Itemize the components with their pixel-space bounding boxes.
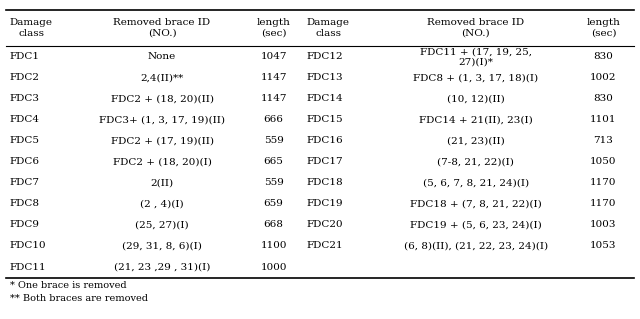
- Text: length
(sec): length (sec): [586, 18, 620, 38]
- Text: None: None: [148, 52, 176, 61]
- Text: (29, 31, 8, 6)(I): (29, 31, 8, 6)(I): [122, 241, 202, 250]
- Text: FDC2 + (18, 20)(II): FDC2 + (18, 20)(II): [111, 94, 214, 103]
- Text: FDC19: FDC19: [307, 199, 344, 208]
- Text: 1101: 1101: [590, 115, 617, 124]
- Text: 830: 830: [593, 94, 613, 103]
- Text: FDC15: FDC15: [307, 115, 344, 124]
- Text: 1053: 1053: [590, 241, 617, 250]
- Text: FDC10: FDC10: [10, 241, 46, 250]
- Text: 1000: 1000: [260, 263, 287, 271]
- Text: FDC20: FDC20: [307, 220, 344, 229]
- Text: 1003: 1003: [590, 220, 617, 229]
- Text: Damage
class: Damage class: [307, 18, 350, 38]
- Text: (21, 23 ,29 , 31)(I): (21, 23 ,29 , 31)(I): [114, 263, 210, 271]
- Text: FDC9: FDC9: [10, 220, 40, 229]
- Text: FDC11 + (17, 19, 25,
27)(I)*: FDC11 + (17, 19, 25, 27)(I)*: [420, 47, 532, 66]
- Text: 830: 830: [593, 52, 613, 61]
- Text: FDC13: FDC13: [307, 73, 344, 82]
- Text: 713: 713: [593, 136, 613, 145]
- Text: 2(II): 2(II): [150, 178, 173, 188]
- Text: 559: 559: [264, 178, 284, 188]
- Text: FDC5: FDC5: [10, 136, 40, 145]
- Text: Removed brace ID
(NO.): Removed brace ID (NO.): [113, 18, 211, 38]
- Text: Damage
class: Damage class: [10, 18, 52, 38]
- Text: FDC3: FDC3: [10, 94, 40, 103]
- Text: FDC6: FDC6: [10, 157, 40, 167]
- Text: FDC18 + (7, 8, 21, 22)(I): FDC18 + (7, 8, 21, 22)(I): [410, 199, 541, 208]
- Text: FDC14: FDC14: [307, 94, 344, 103]
- Text: 559: 559: [264, 136, 284, 145]
- Text: ** Both braces are removed: ** Both braces are removed: [10, 294, 148, 303]
- Text: FDC8: FDC8: [10, 199, 40, 208]
- Text: (6, 8)(II), (21, 22, 23, 24)(I): (6, 8)(II), (21, 22, 23, 24)(I): [404, 241, 548, 250]
- Text: FDC2 + (17, 19)(II): FDC2 + (17, 19)(II): [111, 136, 214, 145]
- Text: 659: 659: [264, 199, 284, 208]
- Text: FDC14 + 21(II), 23(I): FDC14 + 21(II), 23(I): [419, 115, 532, 124]
- Text: length
(sec): length (sec): [257, 18, 291, 38]
- Text: 1047: 1047: [260, 52, 287, 61]
- Text: 1147: 1147: [260, 73, 287, 82]
- Text: FDC2: FDC2: [10, 73, 40, 82]
- Text: FDC12: FDC12: [307, 52, 344, 61]
- Text: 665: 665: [264, 157, 284, 167]
- Text: (2 , 4)(I): (2 , 4)(I): [140, 199, 184, 208]
- Text: FDC19 + (5, 6, 23, 24)(I): FDC19 + (5, 6, 23, 24)(I): [410, 220, 541, 229]
- Text: FDC7: FDC7: [10, 178, 40, 188]
- Text: 666: 666: [264, 115, 284, 124]
- Text: FDC3+ (1, 3, 17, 19)(II): FDC3+ (1, 3, 17, 19)(II): [99, 115, 225, 124]
- Text: FDC4: FDC4: [10, 115, 40, 124]
- Text: FDC16: FDC16: [307, 136, 344, 145]
- Text: (7-8, 21, 22)(I): (7-8, 21, 22)(I): [437, 157, 514, 167]
- Text: FDC11: FDC11: [10, 263, 46, 271]
- Text: * One brace is removed: * One brace is removed: [10, 281, 126, 290]
- Text: (21, 23)(II): (21, 23)(II): [447, 136, 504, 145]
- Text: 2,4(II)**: 2,4(II)**: [140, 73, 184, 82]
- Text: FDC2 + (18, 20)(I): FDC2 + (18, 20)(I): [113, 157, 211, 167]
- Text: 668: 668: [264, 220, 284, 229]
- Text: 1100: 1100: [260, 241, 287, 250]
- Text: (10, 12)(II): (10, 12)(II): [447, 94, 504, 103]
- Text: 1050: 1050: [590, 157, 617, 167]
- Text: FDC8 + (1, 3, 17, 18)(I): FDC8 + (1, 3, 17, 18)(I): [413, 73, 538, 82]
- Text: Removed brace ID
(NO.): Removed brace ID (NO.): [427, 18, 524, 38]
- Text: 1170: 1170: [590, 178, 617, 188]
- Text: 1002: 1002: [590, 73, 617, 82]
- Text: FDC17: FDC17: [307, 157, 344, 167]
- Text: FDC21: FDC21: [307, 241, 344, 250]
- Text: FDC1: FDC1: [10, 52, 40, 61]
- Text: 1170: 1170: [590, 199, 617, 208]
- Text: (5, 6, 7, 8, 21, 24)(I): (5, 6, 7, 8, 21, 24)(I): [422, 178, 529, 188]
- Text: (25, 27)(I): (25, 27)(I): [135, 220, 189, 229]
- Text: 1147: 1147: [260, 94, 287, 103]
- Text: FDC18: FDC18: [307, 178, 344, 188]
